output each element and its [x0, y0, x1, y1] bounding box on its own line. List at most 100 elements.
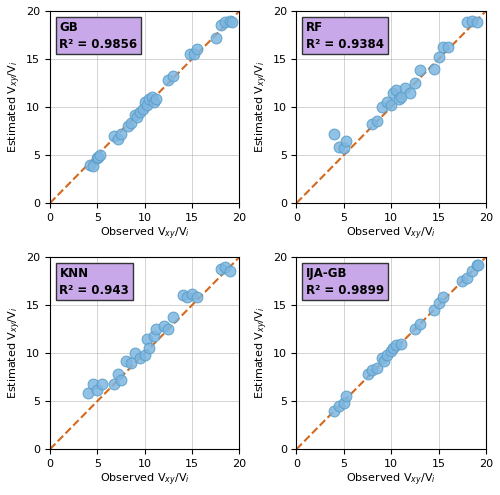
Point — [146, 96, 154, 103]
Point — [114, 135, 122, 143]
Point — [472, 18, 480, 26]
Point — [96, 151, 104, 159]
Point — [184, 294, 192, 301]
X-axis label: Observed V$_{xy}$/V$_i$: Observed V$_{xy}$/V$_i$ — [100, 472, 190, 488]
Point — [150, 332, 158, 340]
Point — [378, 354, 386, 362]
Point — [335, 402, 343, 410]
Point — [150, 98, 158, 106]
Point — [416, 320, 424, 328]
Point — [164, 325, 172, 333]
Point — [402, 84, 409, 92]
Point — [136, 354, 144, 362]
Point — [342, 137, 350, 145]
Point — [440, 294, 448, 301]
Point — [117, 130, 125, 138]
Point — [160, 322, 168, 330]
Y-axis label: Estimated V$_{xy}$/V$_i$: Estimated V$_{xy}$/V$_i$ — [254, 307, 270, 399]
Point — [406, 89, 414, 97]
Point — [190, 50, 198, 58]
Point — [226, 17, 234, 25]
Point — [474, 261, 482, 269]
Point — [152, 325, 160, 333]
Point — [140, 351, 148, 359]
Point — [444, 44, 452, 51]
Point — [126, 119, 134, 127]
Point — [186, 50, 194, 58]
Point — [430, 306, 438, 314]
Point — [216, 265, 224, 273]
Y-axis label: Estimated V$_{xy}$/V$_i$: Estimated V$_{xy}$/V$_i$ — [7, 307, 24, 399]
Point — [411, 325, 419, 333]
Point — [364, 370, 372, 378]
Point — [382, 351, 390, 359]
Point — [193, 46, 201, 53]
Point — [169, 72, 177, 80]
Point — [434, 53, 442, 61]
Point — [131, 349, 139, 357]
Point — [169, 313, 177, 321]
Point — [430, 65, 438, 73]
Point — [188, 290, 196, 297]
Point — [387, 347, 395, 355]
Point — [88, 380, 96, 388]
Point — [222, 263, 230, 271]
Point — [382, 98, 390, 106]
Point — [178, 292, 186, 299]
X-axis label: Observed V$_{xy}$/V$_i$: Observed V$_{xy}$/V$_i$ — [346, 472, 436, 488]
Point — [396, 94, 404, 101]
Point — [373, 363, 381, 371]
Point — [389, 345, 397, 352]
Point — [472, 261, 480, 269]
Y-axis label: Estimated V$_{xy}$/V$_i$: Estimated V$_{xy}$/V$_i$ — [254, 61, 270, 153]
Point — [86, 161, 94, 169]
Y-axis label: Estimated V$_{xy}$/V$_i$: Estimated V$_{xy}$/V$_i$ — [7, 61, 24, 153]
Point — [342, 393, 350, 400]
Point — [133, 113, 141, 121]
Point — [152, 96, 160, 103]
Point — [136, 108, 144, 116]
Point — [330, 407, 338, 415]
X-axis label: Observed V$_{xy}$/V$_i$: Observed V$_{xy}$/V$_i$ — [346, 226, 436, 242]
Text: KNN
R² = 0.943: KNN R² = 0.943 — [60, 267, 129, 297]
Point — [140, 98, 148, 106]
Point — [468, 267, 476, 275]
Point — [114, 370, 122, 378]
Point — [380, 357, 388, 365]
Point — [148, 94, 156, 101]
Text: IJA-GB
R² = 0.9899: IJA-GB R² = 0.9899 — [306, 267, 384, 297]
Point — [411, 79, 419, 87]
Point — [226, 267, 234, 275]
Point — [340, 399, 348, 407]
Point — [142, 101, 150, 109]
Point — [340, 145, 348, 152]
Text: RF
R² = 0.9384: RF R² = 0.9384 — [306, 21, 384, 50]
Point — [222, 18, 230, 26]
Point — [392, 86, 400, 94]
Point — [368, 366, 376, 374]
Point — [94, 153, 102, 161]
Point — [458, 277, 466, 285]
Point — [193, 294, 201, 301]
Point — [122, 357, 130, 365]
Point — [212, 34, 220, 42]
Point — [117, 376, 125, 384]
Point — [126, 359, 134, 367]
Point — [142, 335, 150, 343]
Point — [88, 162, 96, 170]
Point — [395, 96, 403, 103]
Point — [94, 386, 102, 394]
Point — [164, 76, 172, 84]
Point — [94, 154, 102, 162]
Point — [378, 103, 386, 111]
Point — [330, 130, 338, 138]
Point — [463, 274, 471, 282]
Text: GB
R² = 0.9856: GB R² = 0.9856 — [60, 21, 138, 50]
Point — [389, 89, 397, 97]
Point — [216, 21, 224, 29]
X-axis label: Observed V$_{xy}$/V$_i$: Observed V$_{xy}$/V$_i$ — [100, 226, 190, 242]
Point — [463, 18, 471, 26]
Point — [110, 132, 118, 140]
Point — [392, 342, 400, 349]
Point — [84, 390, 92, 397]
